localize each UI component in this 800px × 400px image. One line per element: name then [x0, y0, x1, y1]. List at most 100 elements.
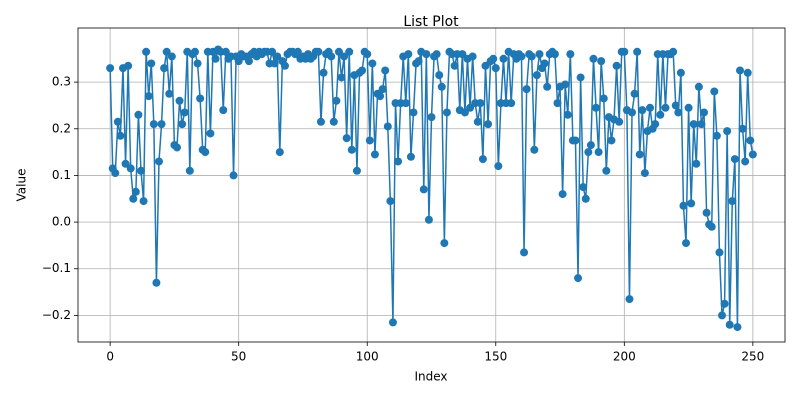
data-point [157, 120, 166, 129]
data-point [476, 99, 485, 108]
data-point [376, 92, 385, 101]
data-point [586, 141, 595, 150]
data-point [561, 80, 570, 89]
data-point [414, 57, 423, 66]
data-point [116, 131, 125, 140]
data-point [730, 155, 739, 164]
data-point [234, 57, 243, 66]
data-point [625, 295, 634, 304]
y-tick-label: −0.2 [42, 308, 71, 322]
data-point [458, 50, 467, 59]
data-point [386, 197, 395, 206]
data-point [419, 185, 428, 194]
data-point [599, 94, 608, 103]
data-point [178, 120, 187, 129]
data-point [710, 87, 719, 96]
y-axis-label: Value [15, 169, 29, 202]
data-point [581, 194, 590, 203]
data-point [244, 57, 253, 66]
data-point [401, 99, 410, 108]
data-point [370, 150, 379, 159]
data-point [602, 166, 611, 175]
data-point [347, 145, 356, 154]
data-point [733, 323, 742, 332]
data-point [746, 136, 755, 145]
data-point [394, 157, 403, 166]
data-point [576, 73, 585, 82]
data-point [162, 47, 171, 56]
data-point [532, 71, 541, 80]
data-point [358, 66, 367, 75]
x-tick-label: 200 [613, 350, 636, 364]
data-point [566, 50, 575, 59]
y-tick-label: −0.1 [42, 261, 71, 275]
data-point [340, 52, 349, 61]
data-point [723, 127, 732, 136]
data-point [563, 110, 572, 119]
data-point [671, 101, 680, 110]
data-point [535, 50, 544, 59]
data-point [607, 136, 616, 145]
data-point [229, 171, 238, 180]
data-point [715, 248, 724, 257]
data-point [712, 131, 721, 140]
data-point [406, 152, 415, 161]
data-point [584, 148, 593, 157]
data-point [147, 59, 156, 68]
data-point [687, 199, 696, 208]
data-point [478, 155, 487, 164]
data-point [694, 82, 703, 91]
data-point [134, 110, 143, 119]
data-point [743, 68, 752, 77]
data-point [527, 52, 536, 61]
data-point [553, 99, 562, 108]
data-point [129, 194, 138, 203]
data-point [682, 239, 691, 248]
x-axis-label: Index [414, 370, 447, 384]
data-point [630, 89, 639, 98]
data-point [720, 299, 729, 308]
data-point [679, 201, 688, 210]
data-point [700, 108, 709, 117]
x-tick-label: 100 [356, 350, 379, 364]
data-point [597, 57, 606, 66]
data-point [201, 148, 210, 157]
data-point [530, 145, 539, 154]
data-point [481, 61, 490, 70]
data-point [193, 59, 202, 68]
data-point [275, 148, 284, 157]
data-point [314, 47, 323, 56]
data-point [337, 73, 346, 82]
data-point [113, 117, 122, 126]
data-point [437, 82, 446, 91]
data-point [139, 197, 148, 206]
data-point [180, 108, 189, 117]
data-point [468, 52, 477, 61]
data-point [491, 64, 500, 73]
data-point [594, 148, 603, 157]
data-point [190, 47, 199, 56]
data-point [381, 66, 390, 75]
data-point [466, 103, 475, 112]
data-point [633, 47, 642, 56]
data-point [484, 120, 493, 129]
data-point [388, 318, 397, 327]
x-tick-label: 50 [231, 350, 246, 364]
data-point [165, 89, 174, 98]
data-point [293, 47, 302, 56]
data-point [152, 278, 161, 287]
data-point [149, 120, 158, 129]
data-point [268, 47, 277, 56]
data-point [592, 103, 601, 112]
data-point [124, 61, 133, 70]
data-point [473, 117, 482, 126]
data-point [661, 103, 670, 112]
data-point [689, 120, 698, 129]
data-point [697, 120, 706, 129]
data-point [211, 54, 220, 63]
data-point [363, 50, 372, 59]
data-point [499, 54, 508, 63]
data-point [106, 64, 115, 73]
